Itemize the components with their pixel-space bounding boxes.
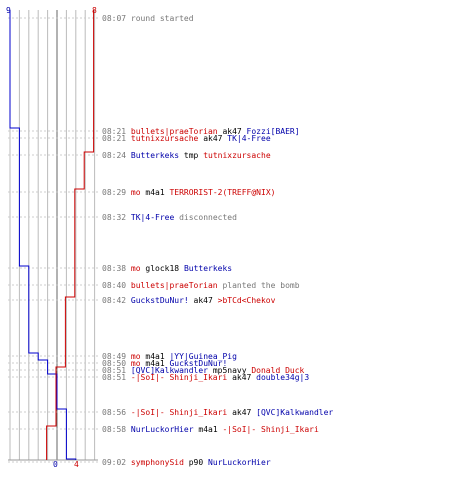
event-row: 08:29 mo m4a1 TERRORIST-2(TREFF@NIX) <box>102 188 275 198</box>
player-name: bullets|praeTorian <box>130 281 218 290</box>
event-time: 08:51 <box>102 373 127 382</box>
victim-name: Fozzi[BAER] <box>246 127 300 136</box>
event-row: 08:51 -|SoI|- Shinji_Ikari ak47 double34… <box>102 373 309 383</box>
weapon-name: ak47 <box>193 296 213 305</box>
ct-end-count: 0 <box>53 460 58 469</box>
event-time: 08:21 <box>102 127 127 136</box>
event-row: 08:21 bullets|praeTorian ak47 Fozzi[BAER… <box>102 127 300 137</box>
killer-name: NurLuckorHier <box>130 425 194 434</box>
weapon-name: ak47 <box>222 127 242 136</box>
event-time: 08:38 <box>102 264 127 273</box>
victim-name: -|SoI|- Shinji_Ikari <box>222 425 319 434</box>
weapon-name: ak47 <box>203 134 223 143</box>
event-time: 08:42 <box>102 296 127 305</box>
killer-name: Butterkeks <box>130 151 180 160</box>
event-row: 08:07 round started <box>102 14 194 24</box>
victim-name: [QVC]Kalkwandler <box>256 408 334 417</box>
victim-name: TERRORIST-2(TREFF@NIX) <box>169 188 276 197</box>
victim-name: TK|4-Free <box>227 134 271 143</box>
killer-name: bullets|praeTorian <box>130 127 218 136</box>
event-time: 08:32 <box>102 213 127 222</box>
weapon-name: ak47 <box>232 408 252 417</box>
killer-name: tutnixzursache <box>130 134 199 143</box>
victim-name: NurLuckorHier <box>208 458 271 467</box>
killer-name: symphonySid <box>130 458 184 467</box>
weapon-name: mp5navy <box>212 366 247 375</box>
weapon-name: tmp <box>183 151 199 160</box>
event-message: planted the bomb <box>222 281 300 290</box>
event-row: 08:32 TK|4-Free disconnected <box>102 213 237 223</box>
event-time: 08:40 <box>102 281 127 290</box>
event-time: 08:07 <box>102 14 127 23</box>
weapon-name: glock18 <box>145 264 180 273</box>
killer-name: mo <box>130 352 141 361</box>
victim-name: Donald Duck <box>251 366 305 375</box>
weapon-name: p90 <box>188 458 204 467</box>
killer-name: -|SoI|- Shinji_Ikari <box>130 408 228 417</box>
weapon-name: m4a1 <box>145 359 165 368</box>
killer-name: GuckstDuNur! <box>130 296 189 305</box>
victim-name: tutnixzursache <box>203 151 271 160</box>
ct-start-count: 9 <box>6 6 11 15</box>
event-row: 08:50 mo m4a1 GuckstDuNur! <box>102 359 227 369</box>
event-row: 08:42 GuckstDuNur! ak47 >bTCd<Chekov <box>102 296 275 306</box>
event-row: 08:40 bullets|praeTorian planted the bom… <box>102 281 300 291</box>
ct-alive-line <box>9 10 77 460</box>
event-time: 08:24 <box>102 151 127 160</box>
event-time: 08:49 <box>102 352 127 361</box>
victim-name: Butterkeks <box>183 264 233 273</box>
weapon-name: m4a1 <box>145 188 165 197</box>
event-message: disconnected <box>179 213 237 222</box>
event-time: 08:51 <box>102 366 127 375</box>
killer-name: mo <box>130 264 141 273</box>
victim-name: >bTCd<Chekov <box>217 296 276 305</box>
event-time: 08:21 <box>102 134 127 143</box>
t-alive-line <box>46 10 95 460</box>
event-row: 09:02 symphonySid p90 NurLuckorHier <box>102 458 271 468</box>
event-time: 08:56 <box>102 408 127 417</box>
killer-name: mo <box>130 188 141 197</box>
t-end-count: 4 <box>74 460 79 469</box>
killer-name: mo <box>130 359 141 368</box>
event-time: 09:02 <box>102 458 127 467</box>
event-row: 08:21 tutnixzursache ak47 TK|4-Free <box>102 134 271 144</box>
killer-name: [QVC]Kalkwandler <box>130 366 208 375</box>
weapon-name: ak47 <box>232 373 252 382</box>
weapon-name: m4a1 <box>145 352 165 361</box>
event-row: 08:51 [QVC]Kalkwandler mp5navy Donald Du… <box>102 366 304 376</box>
player-name: TK|4-Free <box>130 213 175 222</box>
event-row: 08:56 -|SoI|- Shinji_Ikari ak47 [QVC]Kal… <box>102 408 333 418</box>
victim-name: double34g|3 <box>256 373 310 382</box>
victim-name: |YY|Guinea_Pig <box>169 352 237 361</box>
t-start-count: 8 <box>92 6 97 15</box>
event-time: 08:50 <box>102 359 127 368</box>
event-time: 08:29 <box>102 188 127 197</box>
killer-name: -|SoI|- Shinji_Ikari <box>130 373 228 382</box>
victim-name: GuckstDuNur! <box>169 359 228 368</box>
event-row: 08:24 Butterkeks tmp tutnixzursache <box>102 151 271 161</box>
event-row: 08:58 NurLuckorHier m4a1 -|SoI|- Shinji_… <box>102 425 319 435</box>
event-row: 08:49 mo m4a1 |YY|Guinea_Pig <box>102 352 237 362</box>
event-message: round started <box>130 14 194 23</box>
weapon-name: m4a1 <box>198 425 218 434</box>
event-row: 08:38 mo glock18 Butterkeks <box>102 264 232 274</box>
event-time: 08:58 <box>102 425 127 434</box>
